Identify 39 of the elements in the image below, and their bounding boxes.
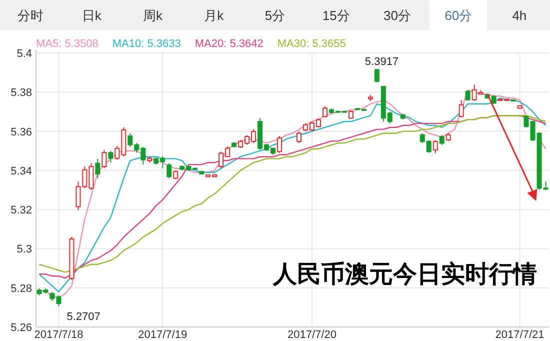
candlestick bbox=[102, 149, 107, 169]
y-tick-label: 5.32 bbox=[10, 204, 32, 217]
candlestick bbox=[296, 130, 302, 144]
text: 人民币澳元今日实时行情 bbox=[272, 261, 537, 288]
annotation: 5.2707 bbox=[66, 311, 100, 324]
y-tick-label: 5.28 bbox=[10, 282, 32, 295]
candlestick bbox=[322, 106, 328, 118]
text: 60分 bbox=[444, 8, 472, 23]
x-tick-label: 2017/7/20 bbox=[288, 329, 336, 341]
text: MA10: 5.3633 bbox=[112, 38, 181, 50]
candlestick bbox=[277, 135, 282, 154]
text: 4h bbox=[512, 8, 527, 23]
candlestick bbox=[108, 150, 114, 164]
text: 15分 bbox=[322, 8, 350, 23]
text: 30分 bbox=[383, 8, 411, 23]
y-tick-label: 5.38 bbox=[10, 87, 32, 100]
candlestick bbox=[166, 162, 172, 179]
candlestick bbox=[95, 158, 100, 179]
y-tick-label: 5.36 bbox=[10, 126, 32, 138]
text: 周k bbox=[143, 8, 164, 23]
candlestick bbox=[458, 99, 464, 118]
y-tick-label: 5.34 bbox=[10, 165, 32, 178]
annotation: 5.3917 bbox=[364, 56, 399, 68]
text: MA30: 5.3655 bbox=[277, 38, 346, 50]
text: 分时 bbox=[18, 8, 44, 23]
x-tick-label: 2017/7/19 bbox=[138, 329, 188, 341]
text: 月k bbox=[204, 8, 224, 23]
text: MA20: 5.3642 bbox=[194, 38, 264, 50]
x-tick-label: 2017/7/21 bbox=[495, 329, 544, 341]
y-tick-label: 5.3 bbox=[16, 244, 32, 256]
candlestick bbox=[439, 134, 444, 146]
y-tick-label: 5.26 bbox=[10, 322, 32, 334]
text: 日k bbox=[82, 8, 102, 23]
candlestick bbox=[432, 140, 438, 154]
text: 5分 bbox=[264, 8, 286, 23]
candlestick bbox=[374, 68, 380, 83]
text: MA5: 5.3508 bbox=[36, 38, 98, 50]
x-tick-label: 2017/7/18 bbox=[34, 329, 84, 341]
y-tick-label: 5.4 bbox=[16, 48, 32, 60]
